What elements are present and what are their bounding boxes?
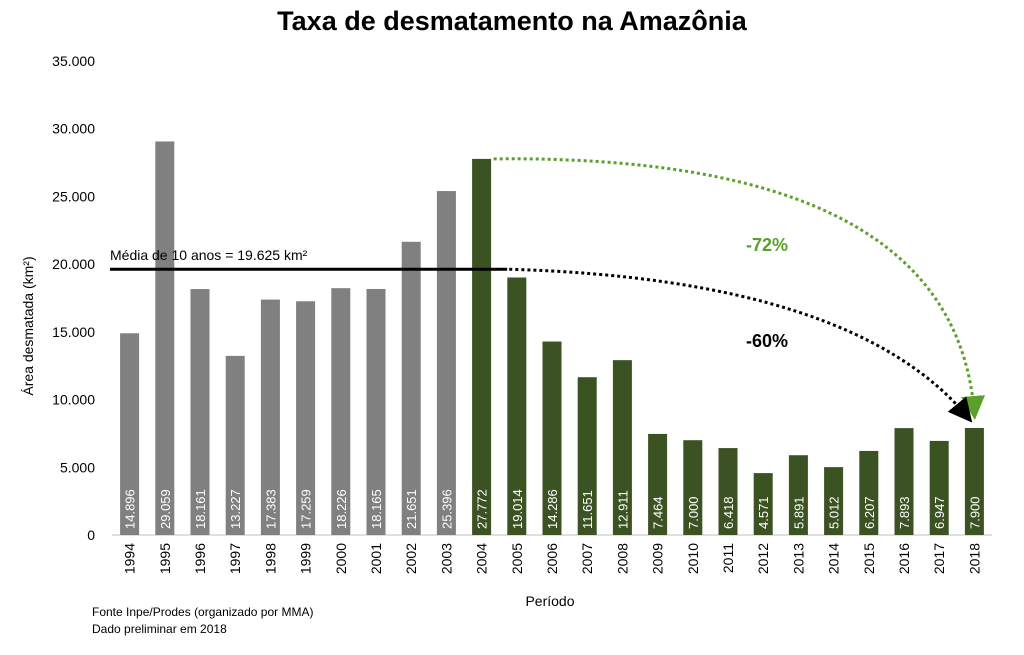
bar <box>401 241 421 535</box>
x-tick-label: 2009 <box>650 543 666 574</box>
x-tick-label: 1997 <box>227 543 243 574</box>
bar-value-label: 7.900 <box>967 496 982 529</box>
bar <box>296 301 316 535</box>
x-tick-label: 2005 <box>509 543 525 574</box>
bar <box>964 428 984 535</box>
bar-value-label: 6.418 <box>721 496 736 529</box>
source-note: Fonte Inpe/Prodes (organizado por MMA) D… <box>92 604 313 638</box>
bar <box>190 289 210 535</box>
y-tick-label: 10.000 <box>52 392 95 408</box>
x-tick-label: 1999 <box>298 543 314 574</box>
bar-value-label: 6.947 <box>932 496 947 529</box>
reduction-72-label: -72% <box>746 235 788 255</box>
y-tick-label: 0 <box>87 527 95 543</box>
x-tick-label: 2011 <box>720 543 736 573</box>
bar <box>894 428 914 535</box>
x-tick-label: 2010 <box>685 543 701 574</box>
x-axis-title: Período <box>525 593 574 609</box>
bar <box>507 277 527 535</box>
x-tick-label: 2007 <box>579 543 595 574</box>
bar <box>929 440 949 535</box>
x-tick-label: 2004 <box>474 543 490 574</box>
x-axis: 1994 1995 1996 1997 1998 1999 2000 2001 2002 2003… <box>122 543 983 574</box>
bar-value-label: 7.893 <box>897 496 912 529</box>
bar-value-label: 21.651 <box>404 489 419 529</box>
bars-group: 14.896 29.059 18.161 13.227 17.383 17.259 18.2… <box>120 141 984 536</box>
y-tick-label: 15.000 <box>52 324 95 340</box>
bar-value-label: 12.911 <box>615 490 630 529</box>
source-text: Fonte Inpe/Prodes (organizado por MMA) <box>92 605 314 619</box>
x-tick-label: 2013 <box>790 543 806 574</box>
x-tick-label: 2014 <box>826 543 842 574</box>
x-tick-label: 2015 <box>861 543 877 574</box>
bar-value-label: 14.286 <box>545 489 560 529</box>
bar <box>859 450 879 535</box>
bar-value-label: 25.396 <box>439 489 454 529</box>
bar <box>612 360 632 535</box>
bar-value-label: 5.012 <box>827 496 842 529</box>
bar <box>683 440 703 535</box>
bar-value-label: 13.227 <box>228 489 243 529</box>
reduction-60-label: -60% <box>746 331 788 351</box>
bar <box>577 377 597 535</box>
bar-value-label: 14.896 <box>123 489 138 529</box>
x-tick-label: 1994 <box>122 543 138 574</box>
y-tick-label: 20.000 <box>52 256 95 272</box>
bar <box>331 288 351 535</box>
y-axis-title: Área desmatada (km²) <box>20 256 36 395</box>
x-tick-label: 2000 <box>333 543 349 574</box>
x-tick-label: 2002 <box>403 543 419 574</box>
bar-value-label: 29.059 <box>158 489 173 529</box>
x-tick-label: 2017 <box>931 543 947 574</box>
chart-title: Taxa de desmatamento na Amazônia <box>277 6 747 36</box>
bar <box>436 191 456 535</box>
x-tick-label: 1995 <box>157 543 173 574</box>
bar-value-label: 4.571 <box>756 496 771 529</box>
bar-value-label: 17.383 <box>263 489 278 529</box>
bar <box>120 333 140 535</box>
average-line-label: Média de 10 anos = 19.625 km² <box>110 247 308 263</box>
bar-value-label: 18.161 <box>193 489 208 529</box>
bar <box>225 355 245 535</box>
bar-value-label: 7.000 <box>686 496 701 529</box>
x-tick-label: 2008 <box>614 543 630 574</box>
bar <box>155 141 175 535</box>
bar <box>472 158 492 536</box>
x-tick-label: 2016 <box>896 543 912 574</box>
bar-value-label: 17.259 <box>299 489 314 529</box>
x-tick-label: 2003 <box>438 543 454 574</box>
bar <box>718 448 738 535</box>
bar <box>788 455 808 535</box>
bar-value-label: 6.207 <box>862 496 877 529</box>
annotations-group: Média de 10 anos = 19.625 km² -72% -60% <box>110 157 985 423</box>
bar-value-label: 11.651 <box>580 490 595 529</box>
bar-value-label: 18.226 <box>334 489 349 529</box>
black-arrow <box>509 267 973 423</box>
y-tick-label: 35.000 <box>52 53 95 69</box>
bar <box>260 299 280 535</box>
x-tick-label: 2012 <box>755 543 771 574</box>
x-tick-label: 2001 <box>368 543 384 574</box>
bar-value-label: 7.464 <box>651 496 666 529</box>
bar-value-label: 27.772 <box>475 489 490 529</box>
y-tick-label: 25.000 <box>52 188 95 204</box>
bar-value-label: 19.014 <box>510 489 525 529</box>
preliminary-note: Dado preliminar em 2018 <box>92 622 227 636</box>
x-tick-label: 2018 <box>966 543 982 574</box>
bar-value-label: 5.891 <box>791 496 806 529</box>
x-tick-label: 2006 <box>544 543 560 574</box>
green-arrow <box>493 157 985 420</box>
x-tick-label: 1998 <box>262 543 278 574</box>
y-tick-label: 5.000 <box>60 459 95 475</box>
x-tick-label: 1996 <box>192 543 208 574</box>
bar <box>366 288 386 535</box>
bar <box>648 433 668 535</box>
y-tick-label: 30.000 <box>52 121 95 137</box>
bar <box>542 341 562 535</box>
bar <box>824 467 844 535</box>
bar-value-label: 18.165 <box>369 489 384 529</box>
bar <box>753 473 773 535</box>
